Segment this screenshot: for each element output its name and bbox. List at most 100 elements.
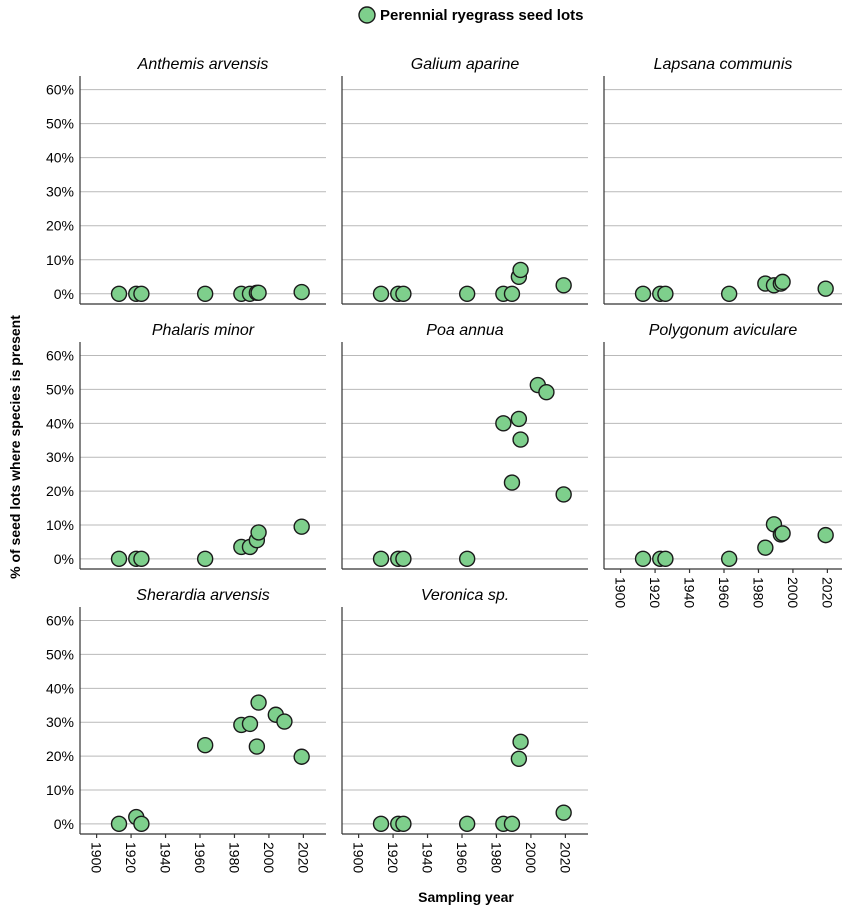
panel-title: Poa annua bbox=[426, 322, 504, 339]
x-tick-label: 1920 bbox=[647, 577, 663, 608]
data-point bbox=[503, 474, 521, 491]
y-tick-label: 0% bbox=[54, 816, 74, 832]
data-point bbox=[657, 285, 674, 302]
x-tick-label: 1940 bbox=[420, 842, 436, 873]
data-point bbox=[503, 285, 521, 302]
y-tick-label: 40% bbox=[46, 415, 74, 431]
data-point bbox=[395, 815, 412, 833]
legend-label: Perennial ryegrass seed lots bbox=[380, 7, 583, 24]
y-tick-label: 50% bbox=[46, 381, 74, 397]
y-tick-label: 20% bbox=[46, 218, 74, 234]
y-tick-label: 20% bbox=[46, 483, 74, 499]
data-point bbox=[512, 261, 529, 279]
data-point bbox=[250, 524, 267, 541]
y-axis-title: % of seed lots where species is present bbox=[7, 315, 23, 579]
y-tick-label: 40% bbox=[46, 680, 74, 696]
data-point bbox=[196, 737, 214, 754]
x-tick-label: 2000 bbox=[785, 577, 801, 608]
legend-marker bbox=[358, 6, 376, 24]
data-point bbox=[133, 815, 150, 833]
data-point bbox=[241, 715, 259, 733]
y-tick-label: 60% bbox=[46, 613, 74, 629]
x-tick-label: 1940 bbox=[158, 842, 174, 873]
x-tick-label: 1980 bbox=[750, 577, 766, 608]
facet-panel: Poa annua bbox=[341, 322, 588, 570]
panel-title: Polygonum aviculare bbox=[649, 322, 798, 339]
data-point bbox=[372, 550, 390, 568]
data-point bbox=[757, 539, 774, 556]
data-point bbox=[293, 748, 310, 765]
data-point bbox=[458, 550, 476, 568]
x-tick-label: 1980 bbox=[226, 842, 242, 873]
data-point bbox=[555, 277, 572, 294]
data-point bbox=[276, 713, 293, 730]
data-point bbox=[510, 750, 528, 767]
facet-panel: Anthemis arvensis 0% 10% 20% 30% 40% 50% 60% bbox=[46, 56, 326, 305]
x-axis-title: Sampling year bbox=[418, 889, 514, 905]
x-tick-label: 1920 bbox=[385, 842, 401, 873]
x-tick-label: 1980 bbox=[488, 842, 504, 873]
x-tick-label: 1900 bbox=[351, 842, 367, 873]
y-tick-label: 60% bbox=[46, 348, 74, 364]
facet-panel: Lapsana communis bbox=[603, 56, 842, 305]
panel-title: Sherardia arvensis bbox=[136, 587, 269, 604]
y-tick-label: 50% bbox=[46, 116, 74, 132]
data-point bbox=[503, 815, 521, 833]
data-point bbox=[538, 383, 555, 401]
y-tick-label: 10% bbox=[46, 517, 74, 533]
legend: Perennial ryegrass seed lots bbox=[358, 6, 583, 24]
y-tick-label: 10% bbox=[46, 252, 74, 268]
x-tick-label: 1920 bbox=[123, 842, 139, 873]
data-point bbox=[395, 285, 412, 302]
data-point bbox=[817, 280, 834, 297]
panel-title: Anthemis arvensis bbox=[137, 56, 269, 73]
x-tick-label: 2020 bbox=[557, 842, 573, 873]
y-tick-label: 0% bbox=[54, 551, 74, 567]
data-point bbox=[395, 550, 412, 568]
x-tick-label: 2000 bbox=[261, 842, 277, 873]
data-point bbox=[720, 550, 738, 568]
data-point bbox=[512, 431, 529, 448]
x-tick-label: 2020 bbox=[819, 577, 835, 608]
x-tick-label: 1900 bbox=[613, 577, 629, 608]
data-point bbox=[817, 526, 834, 544]
x-tick-label: 1960 bbox=[716, 577, 732, 608]
y-tick-label: 0% bbox=[54, 286, 74, 302]
data-point bbox=[510, 410, 528, 428]
data-point bbox=[555, 804, 572, 821]
data-point bbox=[196, 285, 214, 302]
data-point bbox=[293, 518, 310, 535]
y-tick-label: 40% bbox=[46, 150, 74, 166]
panel-title: Galium aparine bbox=[411, 56, 520, 73]
y-tick-label: 60% bbox=[46, 82, 74, 98]
data-point bbox=[133, 285, 150, 302]
panels: Anthemis arvensis 0% 10% 20% 30% 40% 50% 60% Gal… bbox=[46, 56, 842, 873]
data-point bbox=[110, 550, 128, 568]
data-point bbox=[634, 285, 652, 302]
data-point bbox=[774, 273, 791, 291]
data-point bbox=[372, 815, 390, 833]
facet-panel: Galium aparine bbox=[341, 56, 588, 305]
data-point bbox=[250, 284, 267, 301]
data-point bbox=[372, 285, 390, 302]
data-point bbox=[133, 550, 150, 568]
x-tick-label: 1960 bbox=[454, 842, 470, 873]
data-point bbox=[250, 694, 267, 711]
x-tick-label: 1960 bbox=[192, 842, 208, 873]
y-tick-label: 30% bbox=[46, 184, 74, 200]
data-point bbox=[555, 486, 572, 503]
x-tick-label: 2020 bbox=[295, 842, 311, 873]
data-point bbox=[293, 283, 310, 301]
data-point bbox=[110, 815, 128, 833]
facet-panel: Polygonum aviculare 1900 1920 1940 1960 1980 2… bbox=[603, 322, 842, 608]
x-tick-label: 1940 bbox=[682, 577, 698, 608]
panel-title: Veronica sp. bbox=[421, 587, 509, 604]
data-point bbox=[657, 550, 674, 568]
x-tick-label: 2000 bbox=[523, 842, 539, 873]
y-tick-label: 50% bbox=[46, 646, 74, 662]
facet-panel: Veronica sp. 1900 1920 1940 1960 1980 2000 2020 bbox=[341, 587, 588, 873]
y-tick-label: 20% bbox=[46, 748, 74, 764]
data-point bbox=[458, 815, 476, 833]
